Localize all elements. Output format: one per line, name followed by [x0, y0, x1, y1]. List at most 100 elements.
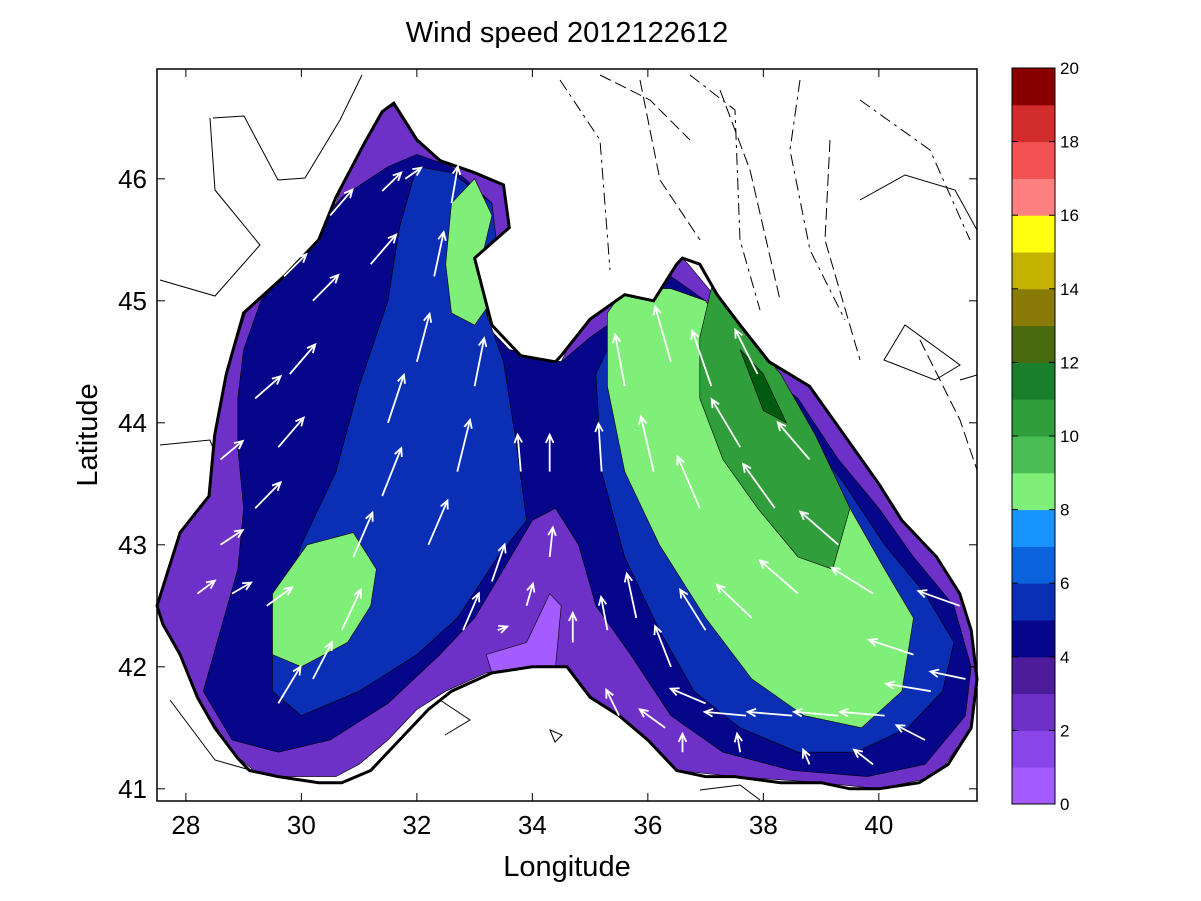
colorbar-tick-label: 20 [1060, 59, 1079, 78]
wind-arrow [312, 273, 340, 302]
wind-arrow [231, 581, 253, 595]
colorbar [1012, 68, 1055, 805]
wind-arrow [894, 724, 926, 741]
wind-arrow [676, 454, 701, 509]
colorbar-band [1012, 68, 1055, 106]
colorbar-tick-label: 14 [1060, 280, 1079, 299]
x-tick-label: 34 [518, 810, 547, 840]
wind-vectors [196, 164, 966, 766]
wind-arrow [623, 571, 638, 619]
wind-arrow [433, 230, 447, 277]
wind-arrow [702, 707, 747, 718]
colorbar-tick-label: 2 [1060, 721, 1069, 740]
wind-arrow [266, 586, 294, 607]
colorbar-band [1012, 288, 1055, 327]
y-tick-label: 46 [118, 164, 147, 194]
wind-arrow [758, 559, 799, 595]
colorbar-band [1012, 472, 1055, 511]
wind-arrow [733, 731, 743, 753]
wind-arrow [475, 703, 486, 728]
colorbar-band [1012, 436, 1055, 474]
colorbar-band [1012, 693, 1055, 731]
colorbar-tick-label: 12 [1060, 353, 1079, 372]
wind-arrow [387, 372, 406, 424]
colorbar-band [1012, 730, 1055, 768]
wind-arrow [352, 510, 374, 558]
wind-arrow [277, 664, 302, 704]
wind-arrow [916, 589, 960, 607]
y-tick-label: 43 [118, 530, 147, 560]
colorbar-band [1012, 362, 1055, 400]
wind-arrow [525, 581, 536, 607]
wind-arrow [196, 579, 217, 595]
colorbar-band [1012, 546, 1055, 584]
colorbar-tick-label: 16 [1060, 206, 1079, 225]
wind-arrow [801, 747, 811, 765]
wind-arrow [220, 528, 245, 546]
colorbar-band [1012, 399, 1055, 437]
wind-arrow [381, 171, 403, 192]
wind-arrow [594, 421, 604, 472]
wind-arrow [404, 166, 423, 180]
colorbar-band [1012, 252, 1055, 290]
wind-arrow [605, 687, 620, 716]
wind-arrow [312, 640, 333, 680]
x-axis-label: Longitude [503, 851, 630, 883]
wind-arrow [612, 332, 626, 387]
wind-arrow [867, 637, 914, 656]
wind-arrow [491, 542, 507, 582]
colorbar-band [1012, 509, 1055, 547]
wind-arrow [545, 432, 555, 472]
wind-arrow [852, 748, 874, 766]
wind-arrow [254, 374, 283, 400]
wind-arrow [745, 707, 793, 718]
wind-arrow [513, 432, 523, 472]
wind-arrow [381, 446, 403, 497]
wind-arrow [597, 594, 609, 631]
x-tick-label: 40 [864, 810, 893, 840]
colorbar-tick-label: 18 [1060, 133, 1079, 152]
wind-arrow [254, 480, 283, 509]
colorbar-tick-label: 10 [1060, 427, 1079, 446]
wind-arrow [928, 668, 966, 680]
wind-arrow [462, 591, 481, 631]
colorbar-band [1012, 656, 1055, 695]
wind-arrow [741, 462, 776, 509]
wind-arrow [638, 708, 666, 729]
wind-arrow [710, 397, 742, 448]
wind-arrow [415, 311, 433, 363]
wind-arrow [289, 342, 317, 375]
colorbar-band [1012, 141, 1055, 179]
colorbar-band [1012, 583, 1055, 621]
colorbar-band [1012, 104, 1055, 143]
y-tick-label: 42 [118, 652, 147, 682]
colorbar-band [1012, 767, 1055, 805]
plot-frame [156, 68, 978, 802]
wind-arrow [219, 439, 245, 461]
colorbar-band [1012, 178, 1055, 216]
y-axis-ticks: 41 42 43 44 45 46 [118, 164, 977, 804]
wind-arrow [829, 566, 874, 595]
colorbar-tick-label: 4 [1060, 648, 1069, 667]
wind-arrow [497, 624, 510, 634]
wind-speed-regions [157, 105, 977, 789]
wind-arrow [798, 510, 839, 546]
wind-arrow [547, 525, 557, 558]
wind-arrow [791, 707, 839, 718]
wind-arrow [734, 327, 759, 375]
wind-arrow [533, 687, 543, 716]
chart-title: Wind speed 2012122612 [406, 17, 728, 49]
wind-arrow [679, 587, 707, 631]
wind-arrow [715, 583, 753, 619]
colorbar-band [1012, 325, 1055, 363]
wind-arrow [652, 304, 672, 363]
x-tick-label: 28 [171, 810, 200, 840]
y-axis-label: Latitude [72, 383, 104, 486]
wind-arrow [776, 420, 811, 460]
colorbar-tick-label: 8 [1060, 501, 1069, 520]
colorbar-band [1012, 620, 1055, 658]
wind-arrow [690, 328, 713, 387]
wind-arrow [427, 498, 449, 546]
x-tick-label: 30 [287, 810, 316, 840]
